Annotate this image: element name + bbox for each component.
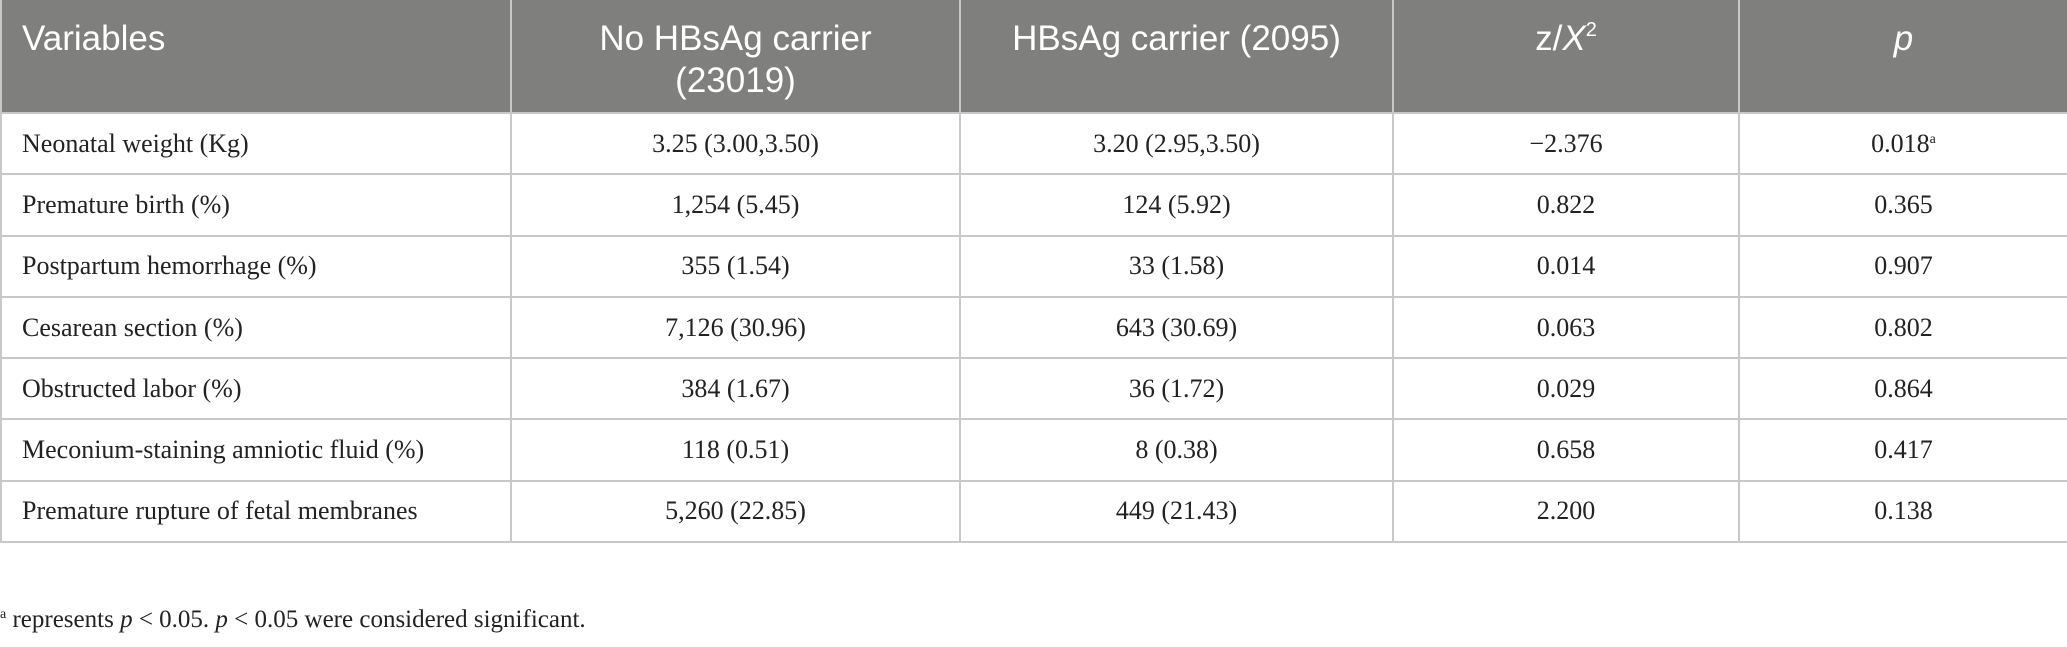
cell-carrier: 124 (5.92) <box>959 173 1394 237</box>
cell-variable: Premature birth (%) <box>0 173 512 237</box>
header-no-carrier: No HBsAg carrier (23019) <box>510 0 961 114</box>
cell-carrier: 643 (30.69) <box>959 295 1394 360</box>
table-row: Neonatal weight (Kg) 3.25 (3.00,3.50) 3.20… <box>0 111 2067 176</box>
footnote-mark: a <box>0 607 7 622</box>
cell-p: 0.907 <box>1738 234 2067 298</box>
footnote-text-3: < 0.05 were considered significant. <box>227 606 586 633</box>
cell-carrier: 3.20 (2.95,3.50) <box>959 111 1394 176</box>
header-row: Variables No HBsAg carrier (23019) HBsAg… <box>0 0 2067 114</box>
cell-statistic: 2.200 <box>1392 479 1740 544</box>
cell-no-carrier: 1,254 (5.45) <box>510 173 961 237</box>
header-statistic-z: z/ <box>1535 19 1563 58</box>
cell-p: 0.864 <box>1738 357 2067 421</box>
p-value: 0.864 <box>1874 373 1933 403</box>
cell-no-carrier: 7,126 (30.96) <box>510 295 961 360</box>
header-p: p <box>1738 0 2067 114</box>
table-row: Premature birth (%) 1,254 (5.45) 124 (5.92… <box>0 173 2067 237</box>
cell-p: 0.365 <box>1738 173 2067 237</box>
cell-p: 0.018a <box>1738 111 2067 176</box>
cell-no-carrier: 384 (1.67) <box>510 357 961 421</box>
header-statistic-x: X <box>1562 19 1586 58</box>
cell-statistic: 0.822 <box>1392 173 1740 237</box>
cell-no-carrier: 5,260 (22.85) <box>510 479 961 544</box>
cell-carrier: 33 (1.58) <box>959 234 1394 298</box>
table-row: Postpartum hemorrhage (%) 355 (1.54) 33 (1… <box>0 234 2067 298</box>
footnote-p-1: p <box>120 606 133 633</box>
header-carrier: HBsAg carrier (2095) <box>959 0 1394 114</box>
cell-statistic: −2.376 <box>1392 111 1740 176</box>
table-header: Variables No HBsAg carrier (23019) HBsAg… <box>0 0 2067 114</box>
cell-no-carrier: 3.25 (3.00,3.50) <box>510 111 961 176</box>
cell-p: 0.417 <box>1738 418 2067 482</box>
cell-variable: Premature rupture of fetal membranes <box>0 479 512 544</box>
p-value-mark: a <box>1929 131 1936 147</box>
p-value: 0.018 <box>1871 128 1930 158</box>
header-statistic: z/X2 <box>1392 0 1740 114</box>
cell-no-carrier: 355 (1.54) <box>510 234 961 298</box>
footnote-p-2: p <box>215 606 228 633</box>
p-value: 0.365 <box>1874 189 1933 219</box>
cell-p: 0.802 <box>1738 295 2067 360</box>
footnote-text-2: < 0.05. <box>132 606 216 633</box>
header-no-carrier-line2: (23019) <box>675 61 796 100</box>
cell-p: 0.138 <box>1738 479 2067 544</box>
cell-variable: Meconium-staining amniotic fluid (%) <box>0 418 512 482</box>
p-value: 0.138 <box>1874 496 1933 526</box>
cell-carrier: 449 (21.43) <box>959 479 1394 544</box>
results-table: Variables No HBsAg carrier (23019) HBsAg… <box>0 0 2067 544</box>
table-body: Neonatal weight (Kg) 3.25 (3.00,3.50) 3.20… <box>0 111 2067 544</box>
cell-carrier: 36 (1.72) <box>959 357 1394 421</box>
header-variables: Variables <box>0 0 512 114</box>
footnote-text-1: represents <box>6 606 121 633</box>
cell-no-carrier: 118 (0.51) <box>510 418 961 482</box>
cell-carrier: 8 (0.38) <box>959 418 1394 482</box>
cell-statistic: 0.029 <box>1392 357 1740 421</box>
footnote: a represents p < 0.05. p < 0.05 were con… <box>0 606 586 634</box>
table-row: Premature rupture of fetal membranes 5,26… <box>0 479 2067 544</box>
p-value: 0.907 <box>1874 251 1933 281</box>
table-row: Obstructed labor (%) 384 (1.67) 36 (1.72) 0… <box>0 357 2067 421</box>
p-value: 0.417 <box>1874 435 1933 465</box>
table-row: Cesarean section (%) 7,126 (30.96) 643 (30… <box>0 295 2067 360</box>
header-no-carrier-line1: No HBsAg carrier <box>599 19 872 58</box>
cell-statistic: 0.014 <box>1392 234 1740 298</box>
header-statistic-sup: 2 <box>1585 19 1597 41</box>
cell-variable: Neonatal weight (Kg) <box>0 111 512 176</box>
cell-statistic: 0.063 <box>1392 295 1740 360</box>
p-value: 0.802 <box>1874 312 1933 342</box>
cell-variable: Postpartum hemorrhage (%) <box>0 234 512 298</box>
cell-statistic: 0.658 <box>1392 418 1740 482</box>
table-row: Meconium-staining amniotic fluid (%) 118 … <box>0 418 2067 482</box>
cell-variable: Obstructed labor (%) <box>0 357 512 421</box>
cell-variable: Cesarean section (%) <box>0 295 512 360</box>
